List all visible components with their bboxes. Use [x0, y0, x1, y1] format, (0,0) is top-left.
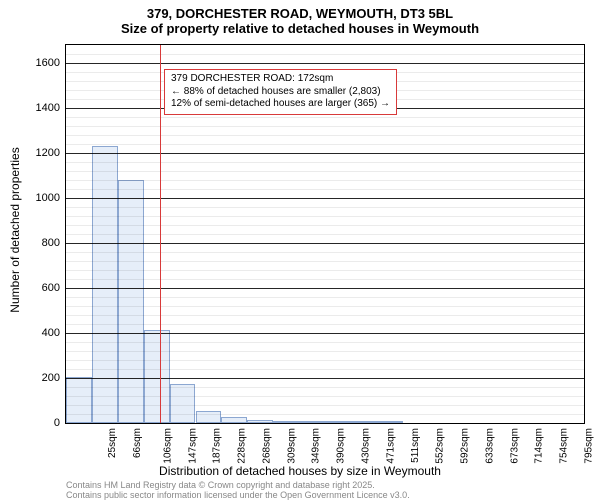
annotation-line: 379 DORCHESTER ROAD: 172sqm — [171, 73, 390, 86]
y-tick-label: 400 — [42, 327, 60, 339]
gridline-minor — [66, 405, 584, 406]
y-tick-label: 1000 — [36, 192, 60, 204]
gridline-minor — [66, 342, 584, 343]
histogram-bar — [273, 421, 299, 423]
x-axis: 25sqm 66sqm 106sqm 147sqm 187sqm 228sqm 268sqm… — [65, 424, 585, 464]
gridline-major — [66, 288, 584, 289]
title-line-2: Size of property relative to detached ho… — [0, 21, 600, 36]
gridline-minor — [66, 144, 584, 145]
histogram-bar — [170, 384, 196, 423]
x-tick-label: 754sqm — [559, 428, 570, 464]
y-tick-label: 600 — [42, 282, 60, 294]
gridline-minor — [66, 180, 584, 181]
gridline-minor — [66, 279, 584, 280]
gridline-minor — [66, 126, 584, 127]
x-tick-label: 25sqm — [107, 428, 118, 458]
x-tick-label: 309sqm — [286, 428, 297, 464]
x-tick-label: 633sqm — [484, 428, 495, 464]
x-tick-label: 349sqm — [311, 428, 322, 464]
x-tick-label: 552sqm — [435, 428, 446, 464]
gridline-minor — [66, 387, 584, 388]
x-tick-label: 430sqm — [361, 428, 372, 464]
y-tick-label: 1400 — [36, 102, 60, 114]
x-tick-label: 795sqm — [583, 428, 594, 464]
x-tick-label: 228sqm — [237, 428, 248, 464]
gridline-minor — [66, 252, 584, 253]
gridline-minor — [66, 234, 584, 235]
x-axis-label: Distribution of detached houses by size … — [0, 464, 600, 478]
annotation-line: ← 88% of detached houses are smaller (2,… — [171, 86, 390, 99]
x-tick-label: 511sqm — [409, 428, 420, 463]
histogram-bar — [299, 421, 325, 423]
gridline-major — [66, 333, 584, 334]
gridline-major — [66, 243, 584, 244]
marker-line — [160, 45, 161, 423]
gridline-minor — [66, 261, 584, 262]
histogram-bar — [377, 421, 403, 423]
gridline-minor — [66, 324, 584, 325]
x-tick-label: 106sqm — [162, 428, 173, 464]
gridline-minor — [66, 135, 584, 136]
histogram-bar — [196, 411, 222, 423]
gridline-major — [66, 198, 584, 199]
gridline-major — [66, 153, 584, 154]
footer-attribution: Contains HM Land Registry data © Crown c… — [66, 481, 410, 501]
gridline-minor — [66, 207, 584, 208]
title-line-1: 379, DORCHESTER ROAD, WEYMOUTH, DT3 5BL — [0, 6, 600, 21]
gridline-minor — [66, 360, 584, 361]
y-axis-label: Number of detached properties — [8, 147, 22, 312]
x-tick-label: 673sqm — [509, 428, 520, 464]
gridline-minor — [66, 216, 584, 217]
gridline-minor — [66, 117, 584, 118]
x-tick-label: 268sqm — [262, 428, 273, 464]
gridline-minor — [66, 189, 584, 190]
histogram-bar — [247, 420, 273, 423]
gridline-minor — [66, 297, 584, 298]
gridline-major — [66, 378, 584, 379]
chart-container: 379, DORCHESTER ROAD, WEYMOUTH, DT3 5BL … — [0, 0, 600, 500]
x-tick-label: 66sqm — [132, 428, 143, 458]
y-tick-label: 0 — [54, 417, 60, 429]
gridline-minor — [66, 54, 584, 55]
y-tick-label: 800 — [42, 237, 60, 249]
x-tick-label: 147sqm — [187, 428, 198, 464]
x-tick-label: 390sqm — [336, 428, 347, 464]
histogram-bar — [351, 421, 377, 423]
y-tick-label: 200 — [42, 372, 60, 384]
plot-area: 02004006008001000120014001600379 DORCHES… — [65, 44, 585, 424]
annotation-box: 379 DORCHESTER ROAD: 172sqm← 88% of deta… — [164, 69, 397, 115]
y-tick-label: 1600 — [36, 57, 60, 69]
gridline-minor — [66, 306, 584, 307]
x-tick-label: 592sqm — [460, 428, 471, 464]
y-tick-label: 1200 — [36, 147, 60, 159]
plot-box: 02004006008001000120014001600379 DORCHES… — [65, 44, 585, 424]
gridline-minor — [66, 351, 584, 352]
x-tick-label: 187sqm — [212, 428, 223, 464]
histogram-bar — [221, 417, 247, 423]
histogram-bar — [66, 377, 92, 423]
chart-titles: 379, DORCHESTER ROAD, WEYMOUTH, DT3 5BL … — [0, 0, 600, 36]
x-tick-label: 471sqm — [385, 428, 396, 464]
histogram-bar — [144, 330, 170, 423]
gridline-major — [66, 63, 584, 64]
x-tick-label: 714sqm — [534, 428, 545, 464]
gridline-minor — [66, 270, 584, 271]
gridline-minor — [66, 171, 584, 172]
histogram-bar — [92, 146, 118, 423]
footer-line-2: Contains public sector information licen… — [66, 491, 410, 501]
gridline-minor — [66, 225, 584, 226]
gridline-minor — [66, 315, 584, 316]
gridline-minor — [66, 414, 584, 415]
annotation-line: 12% of semi-detached houses are larger (… — [171, 98, 390, 111]
gridline-minor — [66, 369, 584, 370]
gridline-minor — [66, 396, 584, 397]
gridline-minor — [66, 162, 584, 163]
histogram-bar — [325, 421, 351, 423]
